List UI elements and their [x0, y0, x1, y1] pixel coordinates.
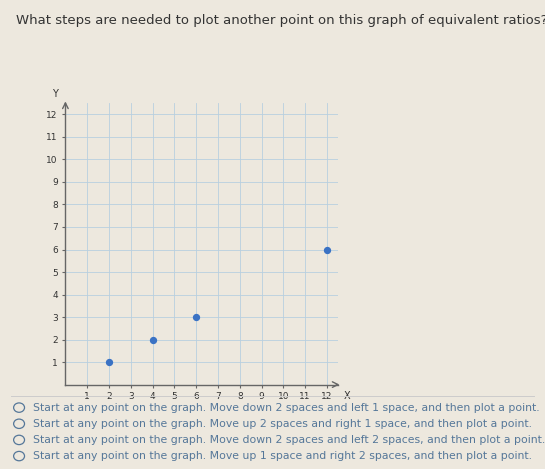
Text: Start at any point on the graph. Move up 2 spaces and right 1 space, and then pl: Start at any point on the graph. Move up…	[33, 419, 532, 429]
Text: X: X	[343, 391, 350, 401]
Text: Y: Y	[52, 89, 57, 99]
Point	[323, 246, 331, 253]
Text: What steps are needed to plot another point on this graph of equivalent ratios?: What steps are needed to plot another po…	[16, 14, 545, 27]
Point	[192, 313, 201, 321]
Text: Start at any point on the graph. Move down 2 spaces and left 2 spaces, and then : Start at any point on the graph. Move do…	[33, 435, 545, 445]
Point	[148, 336, 157, 343]
Point	[105, 358, 113, 366]
Text: Start at any point on the graph. Move down 2 spaces and left 1 space, and then p: Start at any point on the graph. Move do…	[33, 402, 540, 413]
Text: Start at any point on the graph. Move up 1 space and right 2 spaces, and then pl: Start at any point on the graph. Move up…	[33, 451, 532, 461]
